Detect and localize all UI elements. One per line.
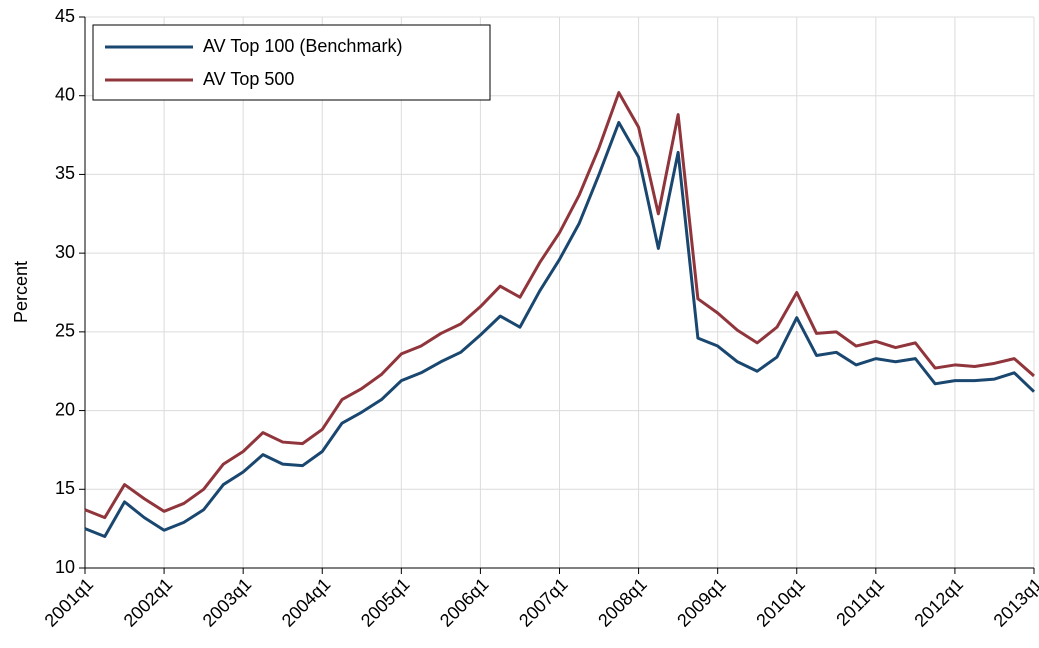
x-tick-label: 2012q1 <box>910 574 967 631</box>
y-axis-label: Percent <box>11 261 31 323</box>
y-tick-label: 35 <box>55 163 75 183</box>
y-tick-label: 20 <box>55 399 75 419</box>
x-tick-label: 2007q1 <box>515 574 572 631</box>
legend-box <box>92 24 491 101</box>
y-tick-label: 25 <box>55 321 75 341</box>
y-tick-label: 45 <box>55 6 75 26</box>
x-tick-label: 2008q1 <box>594 574 651 631</box>
y-tick-label: 10 <box>55 557 75 577</box>
data-line <box>84 91 1035 520</box>
x-tick-label: 2001q1 <box>41 574 98 631</box>
x-tick-label: 2002q1 <box>120 574 177 631</box>
x-tick-label: 2013q1 <box>990 574 1039 631</box>
legend-label: AV Top 100 (Benchmark) <box>203 36 402 56</box>
x-tick-label: 2011q1 <box>832 574 888 630</box>
y-tick-label: 15 <box>55 478 75 498</box>
data-line <box>84 120 1036 539</box>
x-tick-label: 2005q1 <box>357 574 414 631</box>
y-tick-label: 40 <box>55 84 75 104</box>
legend-label: AV Top 500 <box>203 69 294 89</box>
x-tick-label: 2009q1 <box>673 574 730 631</box>
x-tick-label: 2006q1 <box>436 574 493 631</box>
x-tick-label: 2010q1 <box>752 574 809 631</box>
x-tick-label: 2003q1 <box>199 574 256 631</box>
x-tick-label: 2004q1 <box>278 574 335 631</box>
y-tick-label: 30 <box>55 242 75 262</box>
